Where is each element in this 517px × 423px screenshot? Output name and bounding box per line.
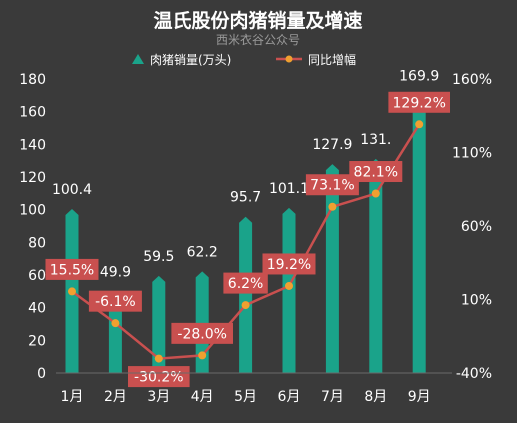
bar [282, 207, 296, 373]
y-right-tick-label: 160% [452, 72, 492, 88]
growth-label: 82.1% [354, 165, 398, 181]
y-left-tick-label: 80 [28, 235, 46, 251]
y-left-tick-label: 120 [19, 170, 46, 186]
legend-line-dot [285, 55, 293, 63]
y-right-tick-label: -40% [456, 366, 492, 382]
legend: 肉猪销量(万头) 同比增幅 [132, 52, 356, 67]
y-left-tick-label: 160 [19, 105, 46, 121]
y-left-tick-label: 100 [19, 203, 46, 219]
bar [152, 275, 166, 373]
y-left-axis: 0 20 40 60 80 100 120 140 160 180 [19, 72, 46, 382]
bar [239, 216, 253, 373]
growth-label: -28.0% [177, 326, 227, 342]
growth-point [371, 189, 380, 198]
growth-label-box [262, 253, 316, 275]
growth-label: 73.1% [310, 178, 354, 194]
growth-point [241, 301, 250, 310]
legend-line-label: 同比增幅 [308, 52, 356, 67]
y-right-axis: -40% 10% 60% 110% 160% [452, 72, 492, 382]
growth-label: 129.2% [393, 95, 446, 111]
bar-value-label: 49.9 [100, 264, 131, 280]
growth-label: 6.2% [228, 276, 264, 292]
growth-label: -6.1% [95, 294, 136, 310]
growth-point [68, 287, 76, 296]
legend-bar-label: 肉猪销量(万头) [150, 53, 231, 67]
bar-value-label: 131. [360, 132, 391, 148]
bar-value-label: 100.4 [52, 182, 92, 198]
growth-label-box [88, 290, 142, 312]
x-tick-label: 2月 [104, 389, 127, 405]
growth-line-series: 15.5%-6.1% -30.2% -28.0% 6.2%19.2% 73.1%82.1… [45, 91, 450, 388]
bar [369, 158, 383, 373]
growth-point [198, 351, 207, 360]
x-tick-label: 5月 [234, 389, 257, 405]
x-tick-label: 9月 [408, 389, 431, 405]
growth-point [285, 281, 293, 290]
y-left-tick-label: 40 [28, 301, 46, 317]
growth-label-box [128, 366, 190, 388]
growth-point [154, 354, 163, 363]
growth-point [415, 120, 424, 129]
y-left-tick-label: 0 [37, 366, 46, 382]
growth-label-box [223, 272, 268, 294]
growth-label: 15.5% [50, 262, 94, 278]
growth-point [111, 319, 120, 328]
x-tick-label: 1月 [61, 389, 84, 405]
growth-point [328, 202, 337, 211]
bar-value-label: 127.9 [312, 137, 352, 153]
bar-series [65, 95, 426, 373]
x-axis: 1月 2月 3月 4月 5月 6月 7月 8月 9月 [56, 372, 452, 405]
bar [325, 164, 339, 373]
legend-bar-marker [132, 54, 144, 64]
bar-value-label: 62.2 [187, 244, 218, 260]
growth-label-box [171, 322, 233, 344]
x-tick-label: 8月 [364, 389, 387, 405]
bar-value-labels: 100.4 49.9 59.5 62.2 95.7 101.1 127.9 131. 169.9 [52, 68, 439, 280]
y-right-tick-label: 10% [461, 293, 492, 309]
bar [195, 271, 209, 373]
growth-label: -30.2% [134, 370, 184, 386]
chart-subtitle: 西米衣谷公众号 [216, 32, 300, 47]
bar-value-label: 95.7 [230, 190, 261, 206]
y-right-tick-label: 60% [461, 219, 492, 235]
y-left-tick-label: 140 [19, 137, 46, 153]
bar [412, 95, 426, 373]
growth-label-box [388, 91, 450, 113]
growth-label-box [45, 258, 99, 280]
bar-value-label: 169.9 [399, 68, 439, 84]
y-right-tick-label: 110% [452, 146, 492, 162]
x-tick-label: 4月 [191, 389, 214, 405]
bar [108, 291, 122, 373]
x-tick-label: 3月 [147, 389, 170, 405]
growth-label-box [349, 161, 403, 183]
y-left-tick-label: 60 [28, 268, 46, 284]
chart-title: 温氏股份肉猪销量及增速 [153, 9, 362, 32]
x-tick-label: 7月 [321, 389, 344, 405]
x-tick-label: 6月 [278, 389, 301, 405]
growth-label-box [305, 174, 359, 196]
y-left-tick-label: 20 [28, 333, 46, 349]
bar-value-label: 59.5 [143, 249, 174, 265]
y-left-tick-label: 180 [19, 72, 46, 88]
bar-value-label: 101.1 [269, 181, 309, 197]
growth-label: 19.2% [267, 257, 311, 273]
